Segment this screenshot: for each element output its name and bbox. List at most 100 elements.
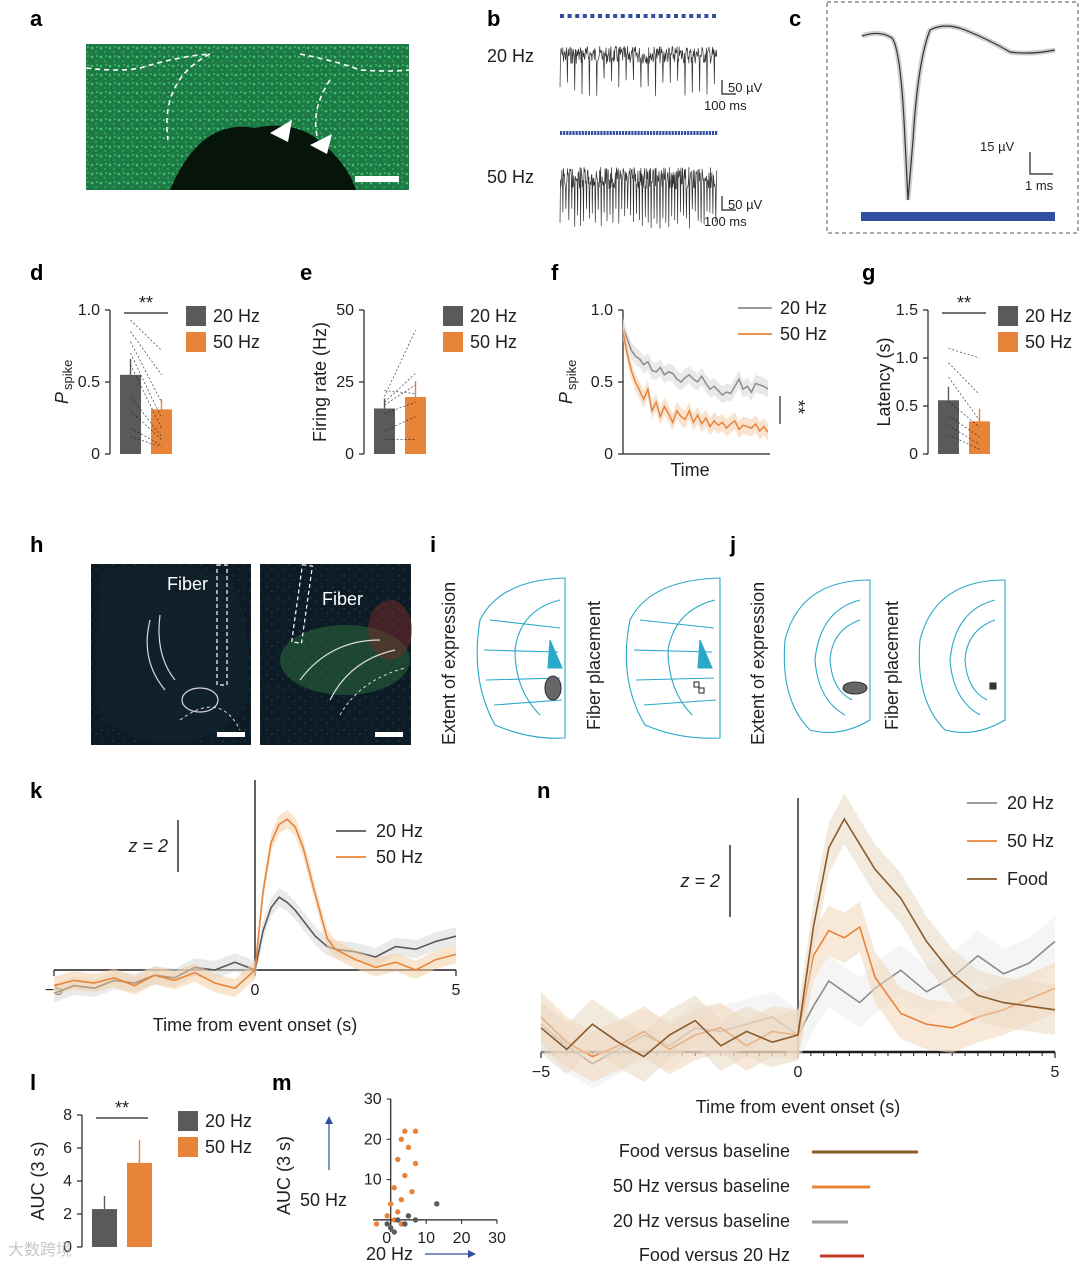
sig-stars: ** <box>115 1098 129 1118</box>
x-tick-label: −5 <box>532 1064 550 1081</box>
atlas-i: Extent of expression Fiber placement <box>439 577 721 745</box>
x-axis-label: Time <box>670 460 709 480</box>
panel-letter-n: n <box>537 778 550 803</box>
stim-marks-50hz <box>560 131 718 135</box>
paired-line <box>130 436 162 448</box>
stats-legend-n: Food versus baseline 50 Hz versus baseli… <box>613 1141 918 1265</box>
stim-tick-20hz <box>628 14 633 18</box>
scatter-point-20 Hz <box>405 1213 412 1219</box>
legend-label: 20 Hz <box>1007 793 1054 813</box>
y-tick-label: 0 <box>63 1239 72 1256</box>
y-arrowhead <box>325 1116 333 1124</box>
y-tick-label: 1.0 <box>896 350 918 367</box>
y-axis-label: AUC (3 s) <box>28 1141 48 1220</box>
legend-label: 50 Hz <box>205 1137 252 1157</box>
legend-swatch <box>186 332 206 352</box>
stim-tick-20hz <box>590 14 595 18</box>
stim-tick-20hz <box>666 14 671 18</box>
brain-section-h: Fiber Fiber <box>91 564 412 745</box>
paired-line <box>384 390 416 394</box>
chart-m: 10 20 30 10 20 30 0 AUC (3 s) 50 Hz 20 Hz <box>274 1091 506 1264</box>
legend-label: 20 Hz <box>780 298 827 318</box>
series-line-20 Hz <box>622 327 769 396</box>
bar-50hz <box>127 1162 152 1247</box>
y-tick-label: 0.5 <box>591 374 613 391</box>
x-axis-label: 20 Hz <box>366 1244 413 1264</box>
stim-tick-50hz <box>693 131 696 135</box>
chart-l: 0 2 4 6 8 ** AUC (3 s) 20 Hz 50 Hz <box>28 1098 252 1256</box>
stim-tick-50hz <box>569 131 572 135</box>
legend-label: 50 Hz <box>376 847 423 867</box>
stim-tick-20hz <box>636 14 640 18</box>
x-tick-label: 5 <box>1051 1064 1060 1081</box>
scatter-point-50 Hz <box>391 1184 397 1191</box>
stim-tick-50hz <box>640 131 643 135</box>
scatter-point-50 Hz <box>412 1128 419 1134</box>
stim-tick-50hz <box>609 131 612 135</box>
stim-tick-50hz <box>715 131 718 135</box>
chart-g: 0 0.5 1.0 1.5 ** Latency (s) 20 Hz 50 Hz <box>874 293 1072 463</box>
y-tick-label: 4 <box>63 1173 72 1190</box>
stim-tick-50hz <box>578 131 581 135</box>
y-axis-label: P <box>556 392 576 404</box>
watermark: 大数跨境 <box>8 1240 72 1259</box>
stim-tick-50hz <box>631 131 634 135</box>
paired-line <box>384 373 416 403</box>
stim-tick-20hz <box>582 14 587 18</box>
bar-50hz <box>969 421 990 454</box>
panel-letter-m: m <box>272 1070 292 1095</box>
series-line-50 Hz <box>622 331 769 433</box>
stim-tick-50hz <box>680 131 684 135</box>
stim-tick-50hz <box>594 131 597 135</box>
y-axis-label: Firing rate (Hz) <box>310 322 330 442</box>
legend-label: 20 Hz <box>213 306 260 326</box>
scatter-point-50 Hz <box>412 1160 419 1167</box>
y-axis-label: Latency (s) <box>874 337 894 426</box>
y-axis-label: P <box>52 392 72 404</box>
legend-label: 50 Hz <box>470 332 517 352</box>
y-tick-label: 2 <box>63 1206 72 1223</box>
stim-tick-20hz <box>681 14 686 18</box>
sem-band-20 Hz <box>623 318 768 404</box>
stim-tick-20hz <box>658 14 663 18</box>
stim-marks-20hz <box>560 14 716 18</box>
legend-label: 20 Hz <box>376 821 423 841</box>
x-tick-label: 0 <box>794 1064 803 1081</box>
scatter-point-50 Hz <box>398 1136 405 1143</box>
paired-line <box>130 410 162 440</box>
y-tick-label: 1.0 <box>78 302 100 319</box>
scatter-point-20 Hz <box>388 1225 394 1231</box>
bar-20hz <box>374 408 395 454</box>
paired-line <box>948 377 980 421</box>
bar-20hz <box>938 400 959 454</box>
panel-letter-c: c <box>789 6 801 31</box>
stim-tick-50hz <box>643 131 646 135</box>
stats-row-food-baseline: Food versus baseline <box>619 1141 790 1161</box>
sig-stars: ** <box>957 293 971 313</box>
stats-row-20hz-baseline: 20 Hz versus baseline <box>613 1211 790 1231</box>
atlas-j-label-1: Extent of expression <box>748 582 768 745</box>
stim-tick-20hz <box>567 14 572 18</box>
stim-tick-50hz <box>671 131 674 135</box>
sem-band-Food <box>541 793 1055 1082</box>
scatter-point-20 Hz <box>434 1201 440 1207</box>
panel-letter-i: i <box>430 532 436 557</box>
x-tick-label: 10 <box>417 1230 435 1247</box>
stim-tick-50hz <box>597 131 600 135</box>
scatter-point-50 Hz <box>384 1213 390 1219</box>
legend-label: 20 Hz <box>205 1111 252 1131</box>
scatter-point-50 Hz <box>409 1188 415 1195</box>
stim-tick-20hz <box>575 14 580 18</box>
y-tick-label: 20 <box>364 1131 382 1148</box>
bar-20hz <box>92 1209 117 1247</box>
legend-swatch <box>178 1111 198 1131</box>
scatter-point-50 Hz <box>398 1197 405 1203</box>
paired-line <box>384 330 416 397</box>
micrograph-a <box>85 44 410 190</box>
paired-line <box>948 400 980 428</box>
paired-line <box>130 331 162 375</box>
stim-tick-50hz <box>581 131 584 135</box>
